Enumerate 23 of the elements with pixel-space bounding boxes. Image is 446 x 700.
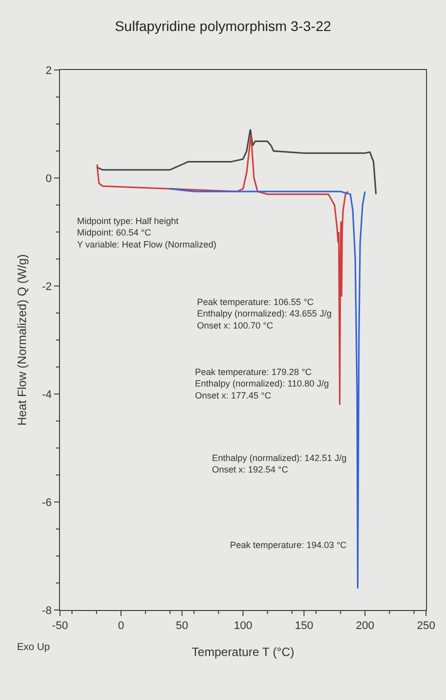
- y-tick-label: -2: [42, 280, 52, 293]
- x-tick-label: 0: [118, 620, 124, 632]
- text: Exo Up: [17, 642, 50, 653]
- chart-title: Sulfapyridine polymorphism 3-3-22: [114, 18, 332, 34]
- y-tick-label: 0: [46, 172, 52, 185]
- annotation: Peak temperature: 179.28 °C Enthalpy (normalized): 110.80 J/g Onset x: 177.45 °C: [195, 367, 329, 400]
- annotation: Peak temperature: 194.03 °C: [230, 540, 348, 550]
- y-tick-label: 2: [46, 64, 52, 77]
- x-tick-label: 100: [234, 620, 252, 632]
- x-tick-label: 250: [416, 620, 436, 632]
- y-tick-label: -4: [42, 388, 52, 401]
- x-tick-label: 150: [294, 620, 314, 632]
- y-tick-label: -6: [42, 496, 52, 509]
- x-axis-title: Temperature T (°C): [192, 645, 294, 659]
- y-axis-title: Heat Flow (Normalized) Q (W/g): [15, 254, 29, 426]
- annotation: Enthalpy (normalized): 142.51 J/g Onset x: 192.54 °C: [212, 453, 347, 475]
- x-tick-label: 50: [176, 620, 188, 632]
- x-tick-label: 200: [356, 620, 374, 632]
- line-series: [96, 128, 377, 195]
- annotation: Peak temperature: 106.55 °C Enthalpy (normalized): 43.655 J/g Onset x: 100.70 °C: [197, 297, 332, 330]
- x-tick-label: -50: [52, 620, 68, 632]
- annotation: Midpoint type: Half height Midpoint: 60.54 °C Y variable: Heat Flow (Normalized): [77, 216, 216, 250]
- y-tick-label: -8: [42, 604, 52, 617]
